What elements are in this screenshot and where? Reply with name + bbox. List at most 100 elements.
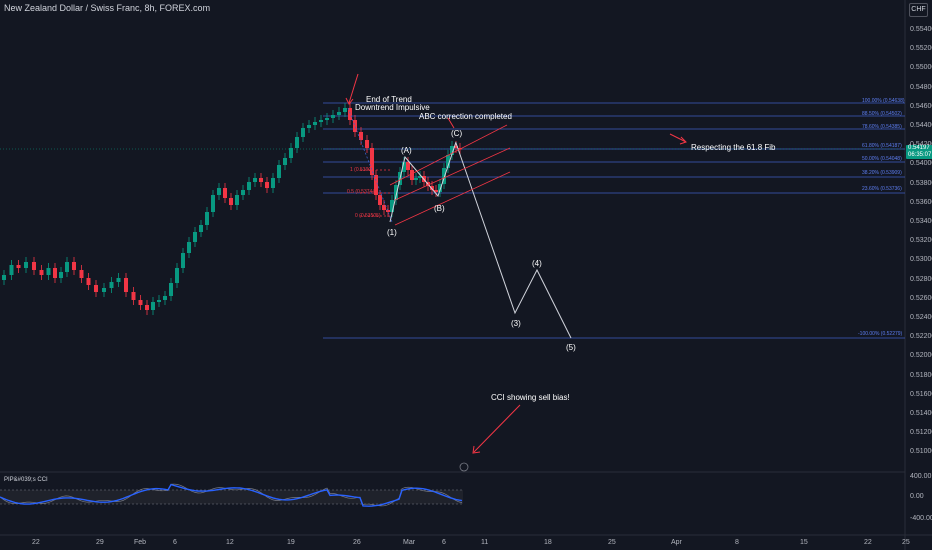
time-tick-label: 25 (608, 539, 616, 546)
channel-mid (394, 147, 511, 201)
candle-body (16, 265, 21, 268)
wave-label-1: (1) (387, 228, 397, 237)
wave-label-5: (5) (566, 343, 576, 352)
fib-level-label: 100.00% (0.54638) (862, 98, 905, 104)
candle-body (414, 178, 418, 180)
candle-body (241, 190, 245, 195)
candle-body (365, 140, 369, 148)
time-tick-label: 8 (735, 539, 739, 546)
candle-body (325, 118, 329, 120)
fib-retracement-trend (347, 107, 393, 223)
candle-body (301, 128, 305, 137)
wave-label-c: (C) (451, 129, 463, 138)
currency-button[interactable]: CHF (909, 3, 928, 17)
candle-body (145, 305, 149, 310)
fib-level-label: 38.20% (0.53909) (862, 170, 902, 176)
candle-body (259, 178, 263, 182)
time-tick-label: Mar (403, 539, 416, 546)
candle-body (199, 225, 203, 232)
candle-body (253, 178, 257, 182)
last-price-value: 0.54197 (908, 145, 930, 151)
candle-body (390, 200, 394, 212)
candle-body (454, 146, 458, 148)
candle-body (337, 112, 341, 115)
candle-body (295, 137, 299, 148)
candle-body (410, 170, 414, 180)
candle-body (418, 176, 422, 178)
cci-line (0, 483, 463, 507)
fib-extension-label: 0 (0.53505) (355, 213, 381, 219)
candle-body (442, 168, 446, 184)
wave-label-4: (4) (532, 259, 542, 268)
candle-body (247, 182, 251, 190)
fib-level-label: 88.50% (0.54502) (862, 111, 902, 117)
candle-body (169, 283, 173, 296)
candle-body (217, 188, 221, 195)
candle-body (307, 125, 311, 128)
candle-body (229, 198, 233, 205)
candle-body (446, 155, 450, 168)
candle-body (2, 275, 6, 280)
time-tick-label: 6 (442, 539, 446, 546)
candle-body (386, 210, 390, 212)
candle-body (59, 272, 63, 278)
osc-tick-label: 400.00 (910, 473, 932, 480)
event-marker-icon (459, 462, 469, 472)
candle-body (24, 262, 28, 268)
time-tick-label: 25 (902, 539, 910, 546)
time-tick-label: Feb (134, 539, 147, 546)
candle-body (406, 162, 410, 170)
wave-projection-path (455, 142, 572, 339)
candle-body (374, 175, 378, 195)
candle-body (175, 268, 179, 283)
candle-body (116, 278, 121, 282)
candle-body (86, 278, 91, 285)
fib-level-label: 78.60% (0.54385) (862, 124, 902, 130)
osc-tick-label: -400.00 (910, 515, 932, 522)
candle-body (9, 265, 14, 275)
candle-body (223, 188, 227, 198)
candle-body (438, 184, 442, 192)
candle-body (131, 292, 136, 300)
candle-body (94, 285, 98, 292)
candle-body (205, 212, 209, 225)
candle-body (235, 195, 239, 205)
candle-body (138, 300, 143, 305)
time-tick-label: 29 (96, 539, 104, 546)
fib-level-label: 23.60% (0.53736) (862, 186, 902, 192)
abc-zigzag (389, 141, 457, 223)
bar-countdown: 06:35:07 (908, 152, 932, 158)
candle-body (187, 242, 191, 253)
candle-body (151, 302, 155, 310)
candle-body (313, 122, 317, 125)
arrow-head (472, 445, 481, 454)
candle-body (450, 146, 454, 155)
candle-body (430, 186, 434, 190)
candle-body (53, 268, 57, 278)
time-tick-label: 12 (226, 539, 234, 546)
fib-level-label: 50.00% (0.54048) (862, 156, 902, 162)
candle-body (434, 190, 438, 192)
candle-body (359, 132, 363, 140)
candle-body (370, 148, 374, 175)
candle-body (193, 232, 197, 242)
time-tick-label: 22 (864, 539, 872, 546)
arrow-head (679, 136, 687, 145)
candle-body (65, 262, 69, 272)
annotation-abc-correction: ABC correction completed (419, 112, 512, 121)
time-tick-label: 18 (544, 539, 552, 546)
fib-extension-label: 1 (0.5390) (350, 167, 373, 173)
candle-body (331, 115, 335, 118)
last-price-tag: 0.54197 06:35:07 (906, 145, 932, 159)
symbol-title[interactable]: New Zealand Dollar / Swiss Franc, 8h, FO… (4, 3, 211, 13)
indicator-label[interactable]: PIP&#039;s CCI (4, 477, 48, 483)
candle-body (289, 148, 293, 158)
